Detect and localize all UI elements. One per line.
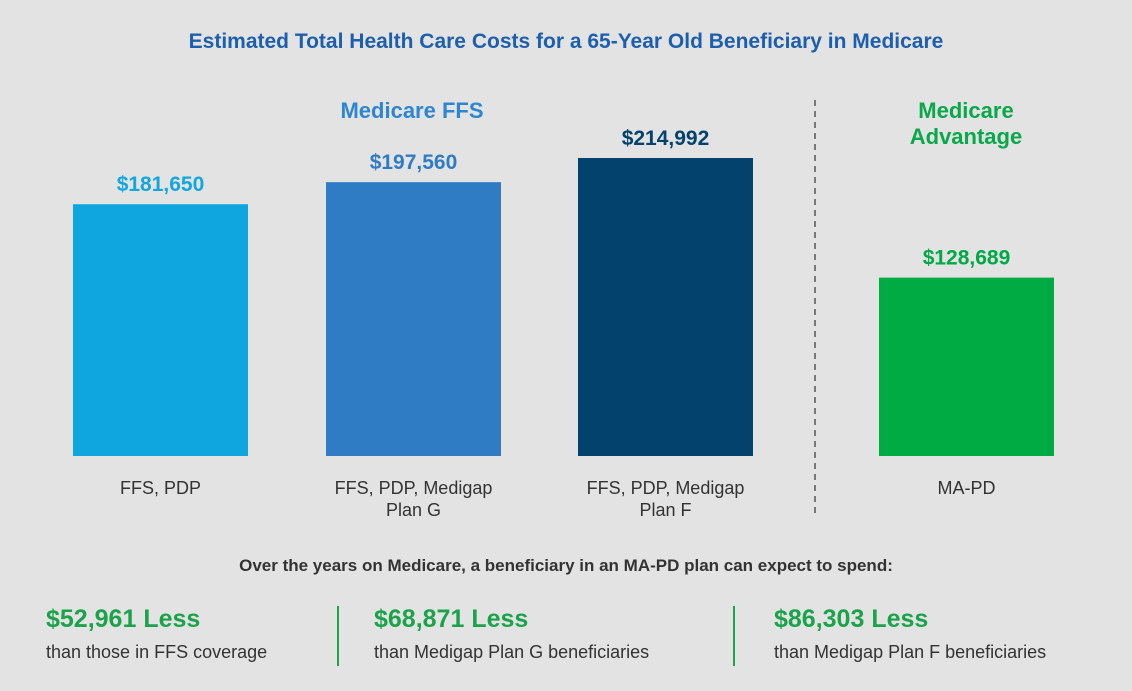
- savings-description: than Medigap Plan F beneficiaries: [774, 642, 1047, 662]
- category-label: FFS, PDP, Medigap: [335, 478, 493, 498]
- category-label: Plan F: [639, 500, 691, 520]
- value-label: $214,992: [622, 127, 710, 150]
- savings-amount: $68,871 Less: [374, 605, 529, 633]
- summary-heading: Over the years on Medicare, a beneficiar…: [239, 556, 893, 575]
- savings-description: than those in FFS coverage: [46, 642, 268, 662]
- summary-divider: [337, 606, 339, 666]
- bar: [578, 158, 753, 456]
- group-label: Medicare FFS: [340, 98, 483, 123]
- value-label: $197,560: [370, 151, 458, 174]
- bar: [73, 204, 248, 456]
- summary-divider: [733, 606, 735, 666]
- bar-chart: $181,650 FFS, PDP $197,560 FFS, PDP, Mediga…: [73, 98, 1054, 520]
- savings-amount: $52,961 Less: [46, 605, 201, 633]
- group-label: Medicare: [918, 98, 1013, 123]
- bar: [879, 277, 1054, 456]
- group-label: Advantage: [910, 124, 1022, 149]
- value-label: $128,689: [923, 247, 1011, 270]
- savings-item-plan-f: $86,303 Less than Medigap Plan F benefic…: [774, 605, 1046, 663]
- category-label: MA-PD: [938, 478, 996, 498]
- category-label: FFS, PDP: [120, 478, 201, 498]
- chart-title: Estimated Total Health Care Costs for a …: [188, 30, 944, 53]
- savings-item-plan-g: $68,871 Less than Medigap Plan G benefic…: [374, 605, 649, 663]
- savings-description: than Medigap Plan G beneficiaries: [374, 642, 650, 662]
- category-label: Plan G: [386, 500, 441, 520]
- category-label: FFS, PDP, Medigap: [587, 478, 745, 498]
- bar: [326, 182, 501, 456]
- value-label: $181,650: [117, 173, 205, 196]
- savings-item-ffs: $52,961 Less than those in FFS coverage: [46, 605, 267, 663]
- savings-amount: $86,303 Less: [774, 605, 929, 633]
